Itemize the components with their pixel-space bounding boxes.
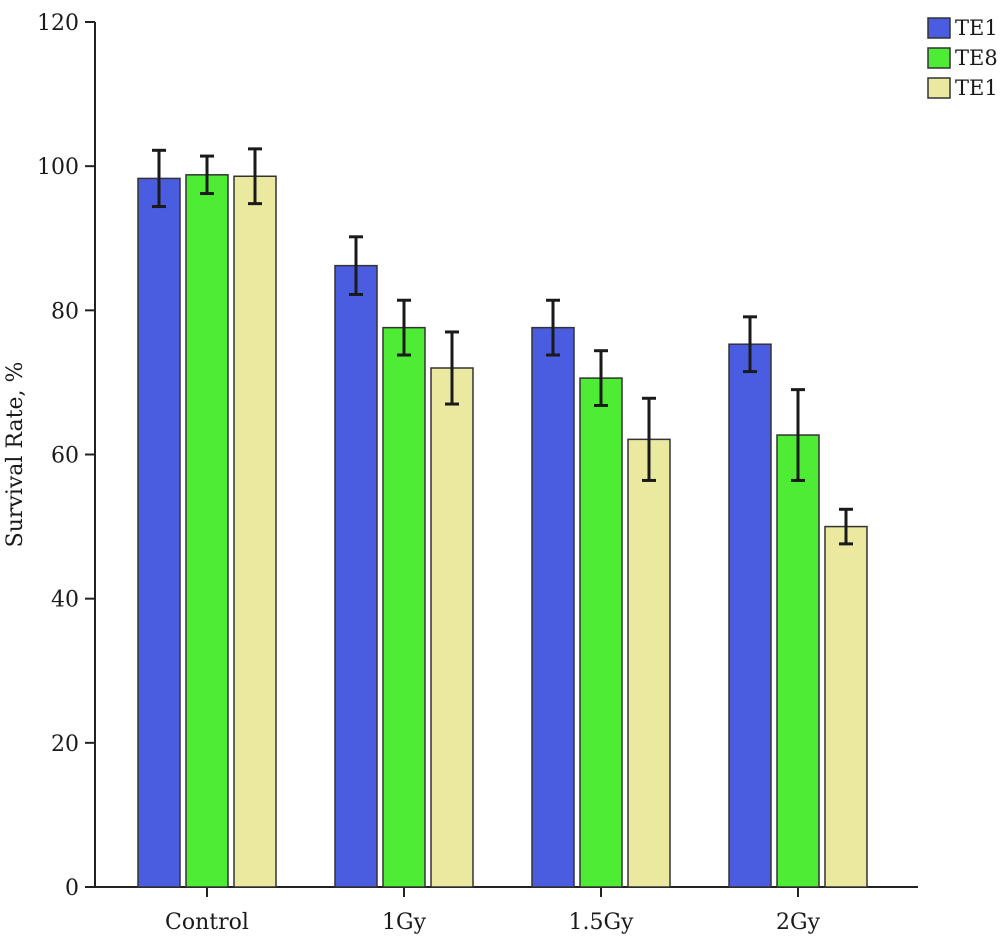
bar	[430, 367, 474, 888]
bar	[531, 326, 575, 888]
bar	[185, 174, 229, 888]
y-tick-label: 120	[37, 11, 79, 36]
bar	[776, 434, 820, 888]
legend-label: TE11	[955, 76, 1000, 100]
y-axis-title: Survival Rate, %	[3, 362, 28, 548]
error-bars	[152, 147, 853, 546]
x-ticks: Control 1Gy 1.5Gy 2Gy	[165, 887, 821, 935]
legend: TE1 TE8 TE11	[927, 16, 1000, 100]
bar	[579, 377, 623, 888]
legend-swatch	[927, 77, 951, 99]
y-tick-label: 100	[37, 155, 79, 180]
legend-swatch	[927, 17, 951, 39]
bar	[824, 525, 868, 888]
legend-label: TE1	[955, 16, 998, 40]
bar	[233, 175, 277, 888]
bar	[382, 326, 426, 888]
x-tick-label: 2Gy	[776, 910, 821, 935]
y-tick-label: 80	[51, 299, 79, 324]
bar	[728, 343, 772, 888]
y-ticks: 0 20 40 60 80 100 120	[37, 11, 95, 901]
x-tick-label: 1Gy	[382, 910, 427, 935]
y-tick-label: 0	[65, 876, 79, 901]
y-tick-label: 60	[51, 444, 79, 469]
bars	[137, 174, 868, 888]
bar	[334, 264, 378, 888]
x-tick-label: Control	[165, 910, 249, 935]
bar	[627, 438, 671, 888]
legend-label: TE8	[955, 46, 998, 70]
y-tick-label: 40	[51, 588, 79, 613]
legend-swatch	[927, 47, 951, 69]
bar	[137, 177, 181, 888]
y-tick-label: 20	[51, 732, 79, 757]
x-tick-label: 1.5Gy	[569, 910, 635, 935]
